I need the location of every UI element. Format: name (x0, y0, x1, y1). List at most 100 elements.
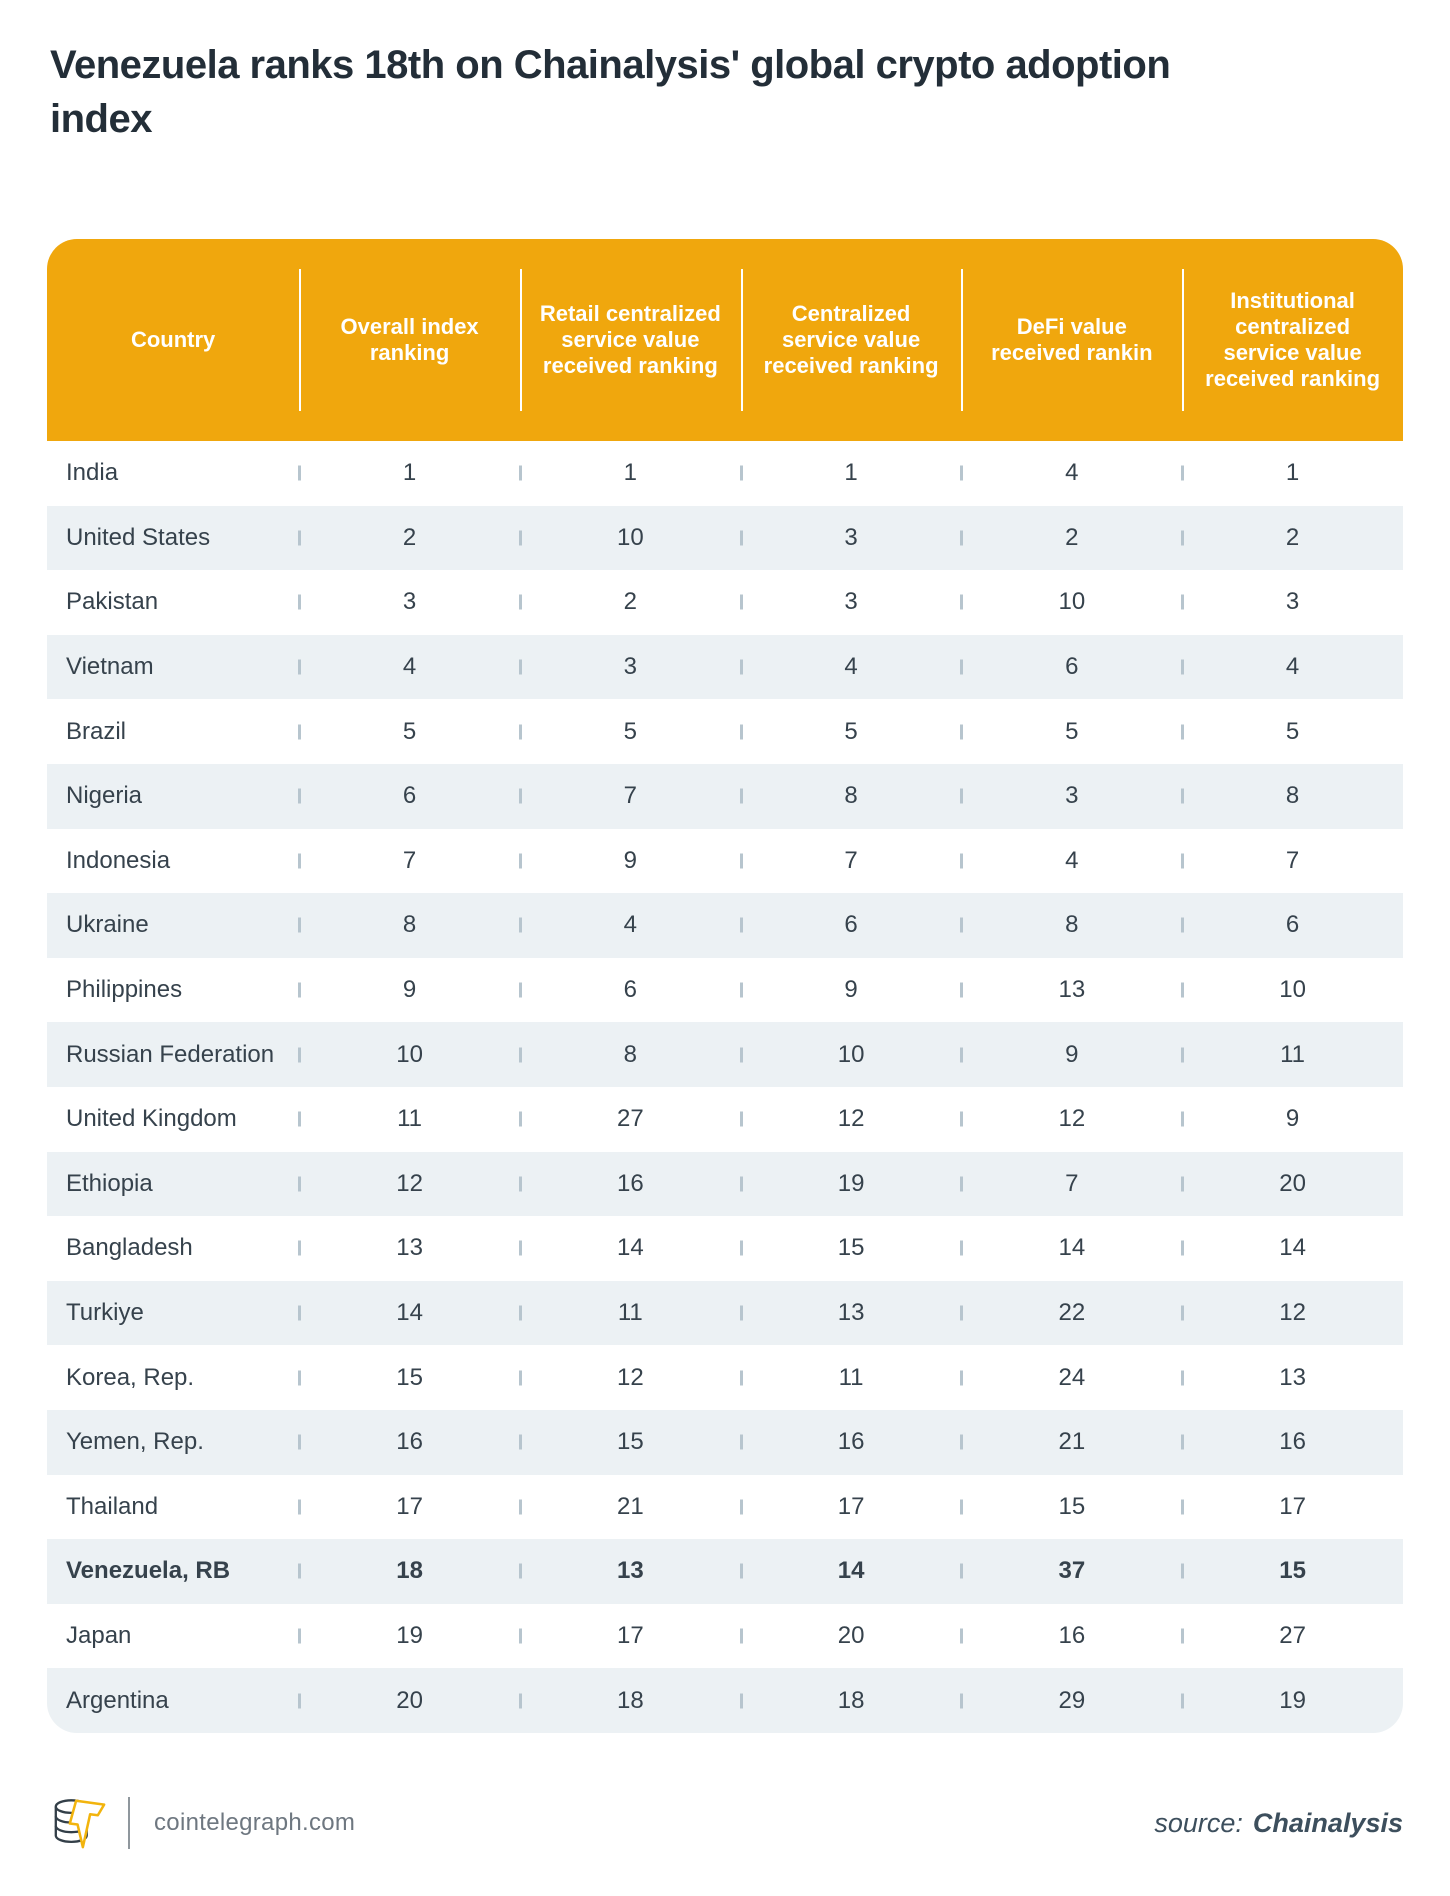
country-cell: Indonesia (66, 846, 171, 874)
table-row: Venezuela, RB 18 13 14 37 15 (47, 1539, 1403, 1604)
table-row: Argentina 20 18 18 29 19 (47, 1668, 1403, 1733)
rank-cell: 6 (961, 635, 1182, 700)
country-cell: Argentina (66, 1686, 169, 1714)
rank-cell: 1 (520, 441, 741, 506)
table-row: Korea, Rep. 15 12 11 24 13 (47, 1345, 1403, 1410)
rank-cell: 10 (520, 506, 741, 571)
rank-cell: 3 (299, 570, 520, 635)
rank-cell: 9 (520, 829, 741, 894)
rank-cell: 9 (741, 958, 962, 1023)
rank-cell: 20 (1182, 1152, 1403, 1217)
table-row: United Kingdom 11 27 12 12 9 (47, 1086, 1403, 1152)
country-cell: Venezuela, RB (66, 1557, 231, 1585)
table-row: United States 2 10 3 2 2 (47, 505, 1403, 571)
table-header-row: Country Overall index ranking Retail centr… (47, 239, 1403, 441)
column-header-4: DeFi value received rankin (961, 239, 1182, 441)
rank-cell: 15 (299, 1345, 520, 1410)
rank-cell: 29 (961, 1668, 1182, 1733)
rank-cell: 15 (741, 1216, 962, 1281)
rank-cell: 2 (299, 506, 520, 571)
column-header-country: Country (130, 327, 216, 352)
rank-cell: 2 (520, 570, 741, 635)
rank-cell: 9 (299, 958, 520, 1023)
country-cell: Nigeria (66, 782, 143, 810)
rank-cell: 14 (520, 1216, 741, 1281)
rank-cell: 4 (961, 441, 1182, 506)
rank-cell: 8 (961, 893, 1182, 958)
rank-cell: 7 (961, 1152, 1182, 1217)
brand-url: cointelegraph.com (154, 1809, 356, 1836)
table-row: Indonesia 7 9 7 4 7 (47, 828, 1403, 894)
country-cell: Brazil (66, 717, 127, 745)
rank-cell: 6 (520, 958, 741, 1023)
country-cell: India (66, 459, 119, 487)
rank-cell: 8 (520, 1022, 741, 1087)
rank-cell: 13 (741, 1281, 962, 1346)
rank-cell: 12 (961, 1087, 1182, 1152)
rank-cell: 12 (299, 1152, 520, 1217)
source-value: Chainalysis (1252, 1807, 1403, 1838)
country-cell: Yemen, Rep. (66, 1428, 204, 1456)
rank-cell: 4 (299, 635, 520, 700)
rank-cell: 12 (741, 1087, 962, 1152)
rank-cell: 16 (520, 1152, 741, 1217)
rank-cell: 7 (1182, 829, 1403, 894)
rank-cell: 10 (299, 1022, 520, 1087)
rank-cell: 17 (299, 1475, 520, 1540)
rank-cell: 14 (961, 1216, 1182, 1281)
rank-cell: 8 (299, 893, 520, 958)
table-row: Philippines 9 6 9 13 10 (47, 957, 1403, 1023)
country-cell: Bangladesh (66, 1234, 193, 1262)
table-body: India 1 1 1 4 1 United States 2 10 3 2 2 Pakistan 3 2 3… (47, 441, 1403, 1733)
rank-cell: 17 (1182, 1475, 1403, 1540)
table-row: Nigeria 6 7 8 3 8 (47, 763, 1403, 829)
table-row: Bangladesh 13 14 15 14 14 (47, 1216, 1403, 1281)
rank-cell: 37 (961, 1539, 1182, 1604)
rank-cell: 5 (520, 699, 741, 764)
rank-cell: 6 (1182, 893, 1403, 958)
rank-cell: 2 (961, 506, 1182, 571)
rank-cell: 24 (961, 1345, 1182, 1410)
rank-cell: 7 (520, 764, 741, 829)
rank-cell: 20 (741, 1604, 962, 1669)
country-cell: United States (66, 523, 211, 551)
rank-cell: 2 (1182, 506, 1403, 571)
rank-cell: 3 (1182, 570, 1403, 635)
rank-cell: 21 (520, 1475, 741, 1540)
rank-cell: 8 (1182, 764, 1403, 829)
country-cell: Ukraine (66, 911, 149, 939)
rank-cell: 4 (961, 829, 1182, 894)
rank-cell: 13 (961, 958, 1182, 1023)
country-cell: Japan (66, 1621, 132, 1649)
table-row: Brazil 5 5 5 5 5 (47, 699, 1403, 764)
country-cell: Philippines (66, 976, 183, 1004)
footer-bar: cointelegraph.com source: Chainalysis (50, 1790, 1403, 1856)
rank-cell: 4 (1182, 635, 1403, 700)
footer-divider (128, 1797, 130, 1849)
country-cell: Ethiopia (66, 1169, 153, 1197)
rank-cell: 15 (1182, 1539, 1403, 1604)
rank-cell: 16 (299, 1410, 520, 1475)
rank-cell: 14 (741, 1539, 962, 1604)
rank-cell: 18 (520, 1668, 741, 1733)
table-row: Pakistan 3 2 3 10 3 (47, 570, 1403, 635)
rank-cell: 12 (1182, 1281, 1403, 1346)
table-row: Ethiopia 12 16 19 7 20 (47, 1151, 1403, 1217)
rank-cell: 15 (961, 1475, 1182, 1540)
rank-cell: 3 (961, 764, 1182, 829)
rank-cell: 4 (520, 893, 741, 958)
rank-cell: 21 (961, 1410, 1182, 1475)
rank-cell: 6 (741, 893, 962, 958)
crypto-adoption-table: Country Overall index ranking Retail centr… (47, 239, 1403, 1733)
rank-cell: 9 (1182, 1087, 1403, 1152)
column-header-2: Retail centralized service value receive… (520, 239, 741, 441)
rank-cell: 1 (741, 441, 962, 506)
rank-cell: 16 (1182, 1410, 1403, 1475)
rank-cell: 11 (299, 1087, 520, 1152)
rank-cell: 22 (961, 1281, 1182, 1346)
rank-cell: 11 (1182, 1022, 1403, 1087)
table-row: Turkiye 14 11 13 22 12 (47, 1280, 1403, 1346)
column-header-3: Centralized service value received ranki… (741, 239, 962, 441)
rank-cell: 13 (1182, 1345, 1403, 1410)
rank-cell: 19 (1182, 1668, 1403, 1733)
